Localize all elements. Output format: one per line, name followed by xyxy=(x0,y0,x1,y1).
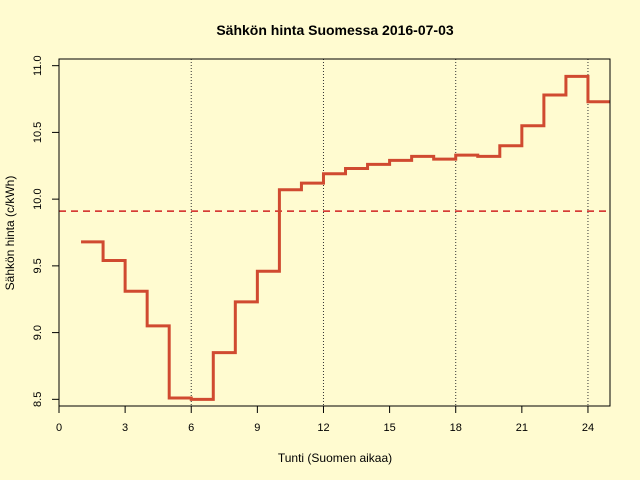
x-tick-label-21: 21 xyxy=(516,422,528,434)
chart-title: Sähkön hinta Suomessa 2016-07-03 xyxy=(216,22,454,38)
x-axis-label: Tunti (Suomen aikaa) xyxy=(278,451,392,465)
x-tick-label-12: 12 xyxy=(317,422,329,434)
x-tick-label-6: 6 xyxy=(188,422,194,434)
x-tick-label-15: 15 xyxy=(383,422,395,434)
y-axis: 8.5 9.0 9.5 10.0 10.5 11.0 xyxy=(32,55,59,407)
x-tick-label-9: 9 xyxy=(254,422,260,434)
y-tick-label-1: 9.0 xyxy=(32,325,44,340)
y-tick-label-4: 10.5 xyxy=(32,122,44,143)
y-tick-label-3: 10.0 xyxy=(32,188,44,209)
y-tick-label-5: 11.0 xyxy=(32,55,44,76)
x-tick-label-3: 3 xyxy=(122,422,128,434)
price-step-series xyxy=(81,74,610,401)
x-tick-label-0: 0 xyxy=(56,422,62,434)
plot-frame xyxy=(58,58,611,407)
x-tick-label-18: 18 xyxy=(450,422,462,434)
y-tick-label-0: 8.5 xyxy=(32,392,44,407)
y-axis-label: Sähkön hinta (c/kWh) xyxy=(3,176,17,291)
x-tick-label-24: 24 xyxy=(582,422,594,434)
y-tick-label-2: 9.5 xyxy=(32,258,44,273)
x-axis: 0 3 6 9 12 15 18 21 24 xyxy=(56,406,594,434)
vertical-gridlines xyxy=(190,59,589,406)
